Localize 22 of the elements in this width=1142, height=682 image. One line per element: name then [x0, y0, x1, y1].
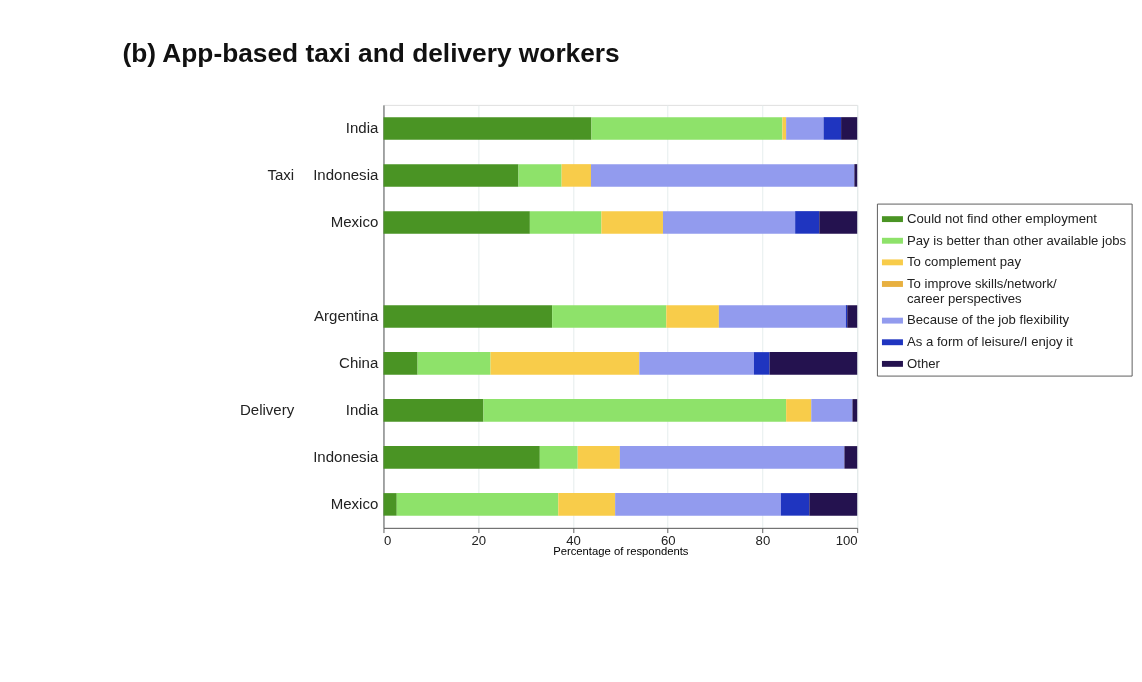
- legend-label: Could not find other employment: [907, 210, 1098, 226]
- text: Taxi: [267, 166, 295, 184]
- y-tick-label: Argentina: [314, 307, 379, 325]
- y-tick-label: Indonesia: [313, 448, 379, 466]
- legend-label: Other: [907, 355, 941, 371]
- x-tick-label: 100: [835, 533, 858, 549]
- legend-label: To improve skills/network/ career perspectives: [907, 275, 1058, 306]
- y-tick-label: China: [339, 354, 379, 372]
- y-tick-label: India: [345, 119, 379, 137]
- chart-title: (b) App-based taxi and delivery workers: [122, 37, 620, 68]
- legend-label: To complement pay: [907, 254, 1022, 270]
- y-tick-label: Indonesia: [313, 166, 379, 184]
- x-tick-label: 0: [383, 533, 392, 549]
- legend-label: Pay is better than other available jobs: [907, 232, 1127, 248]
- x-tick-label: 80: [755, 533, 771, 549]
- legend-label: Because of the job flexibility: [907, 312, 1070, 328]
- y-tick-label: Mexico: [330, 495, 379, 513]
- legend-label: As a form of leisure/I enjoy it: [907, 334, 1074, 350]
- text: Delivery: [239, 401, 295, 419]
- y-tick-label: India: [345, 401, 379, 419]
- y-tick-label: Mexico: [330, 213, 379, 231]
- x-tick-label: 20: [471, 533, 487, 549]
